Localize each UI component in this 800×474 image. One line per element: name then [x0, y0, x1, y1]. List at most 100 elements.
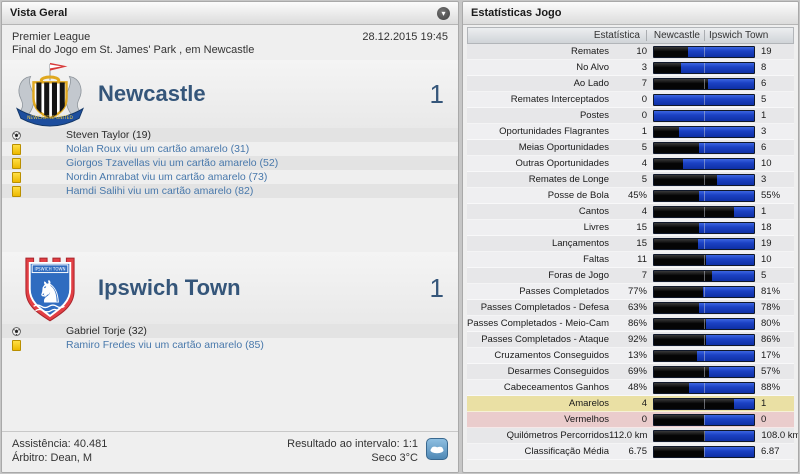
stats-body: Estatística Newcastle Ipswich Town Remat…	[463, 25, 798, 472]
overview-panel-header: Vista Geral ▾	[2, 2, 458, 25]
stat-value-away: 10	[761, 158, 772, 169]
event-icon	[12, 157, 24, 169]
home-bar-segment	[654, 414, 704, 425]
bar-midline	[704, 286, 705, 297]
stat-label: Passes Completados - Meio-Campo	[467, 318, 609, 329]
bar-midline	[704, 46, 705, 57]
home-bar-segment	[654, 190, 699, 201]
stat-row: Oportunidades Flagrantes 1 3	[467, 124, 794, 140]
halftime-result-text: Resultado ao intervalo: 1:1	[287, 438, 418, 450]
event-icon	[12, 171, 24, 183]
stat-row: Passes Completados - Meio-Campo 86% 80%	[467, 316, 794, 332]
stat-label: Outras Oportunidades	[515, 158, 609, 169]
stat-label: Postes	[579, 110, 609, 121]
stat-value-home: 7	[641, 78, 647, 89]
event-row[interactable]: Steven Taylor (19)	[2, 128, 458, 142]
home-bar-segment	[654, 222, 700, 233]
bar-midline	[704, 190, 705, 201]
goal-icon	[12, 326, 21, 336]
event-text: Nordin Amrabat viu um cartão amarelo (73…	[66, 171, 268, 183]
stat-comparison-bar	[653, 413, 755, 426]
column-header-ipswich: Ipswich Town	[704, 30, 793, 41]
stat-label: Posse de Bola	[547, 190, 609, 201]
event-text: Hamdi Salihi viu um cartão amarelo (82)	[66, 185, 254, 197]
stat-value-away: 1	[761, 110, 767, 121]
stat-comparison-bar	[653, 301, 755, 314]
event-row[interactable]: Nolan Roux viu um cartão amarelo (31)	[2, 142, 458, 156]
panel-options-button[interactable]: ▾	[437, 6, 450, 20]
stat-value-away: 55%	[761, 190, 781, 201]
event-icon	[12, 326, 24, 336]
stats-panel-header: Estatísticas Jogo	[463, 2, 798, 25]
stat-comparison-bar	[653, 285, 755, 298]
stat-row: Foras de Jogo 7 5	[467, 268, 794, 284]
event-icon	[12, 130, 24, 140]
yellow-card-icon	[12, 339, 21, 351]
home-bar-segment	[654, 206, 734, 217]
stat-label: Desarmes Conseguidos	[507, 366, 609, 377]
stat-value-home: 6.75	[628, 446, 648, 457]
home-bar-segment	[654, 62, 682, 73]
overview-panel-title: Vista Geral	[10, 7, 68, 19]
ipswich-crest: IPSWICH TOWN ♞	[2, 252, 98, 324]
stat-value-home: 48%	[627, 382, 647, 393]
event-row[interactable]: Ramiro Fredes viu um cartão amarelo (85)	[2, 338, 458, 352]
stat-value-away: 19	[761, 238, 772, 249]
stat-value-away: 3	[761, 126, 767, 137]
stat-row: Postes 0 1	[467, 108, 794, 124]
match-footer: Assistência: 40.481 Árbitro: Dean, M Res…	[2, 431, 458, 472]
stat-comparison-bar	[653, 189, 755, 202]
bar-midline	[704, 254, 705, 265]
stat-label: No Alvo	[576, 62, 609, 73]
newcastle-crest-banner-text: NEWCASTLE UNITED	[27, 115, 73, 121]
event-row[interactable]: Nordin Amrabat viu um cartão amarelo (73…	[2, 170, 458, 184]
home-bar-segment	[654, 254, 707, 265]
weather-text: Seco 3°C	[371, 452, 418, 464]
stat-value-away: 86%	[761, 334, 781, 345]
bar-midline	[704, 302, 705, 313]
away-team-block: IPSWICH TOWN ♞ Ipswich Town 1	[2, 252, 458, 324]
goal-icon	[12, 130, 21, 140]
stat-comparison-bar	[653, 61, 755, 74]
event-row[interactable]: Giorgos Tzavellas viu um cartão amarelo …	[2, 156, 458, 170]
stat-value-home: 4	[641, 398, 647, 409]
home-team-name[interactable]: Newcastle	[98, 81, 206, 106]
stat-comparison-bar	[653, 173, 755, 186]
stat-comparison-bar	[653, 157, 755, 170]
bar-midline	[704, 174, 705, 185]
home-bar-segment	[654, 270, 713, 281]
stat-value-home: 86%	[627, 318, 647, 329]
stat-row: Ao Lado 7 6	[467, 76, 794, 92]
stat-label: Meias Oportunidades	[518, 142, 609, 153]
column-header-newcastle: Newcastle	[646, 30, 704, 41]
stat-label: Passes Completados - Defesa	[480, 302, 609, 313]
away-team-name[interactable]: Ipswich Town	[98, 275, 241, 300]
stat-row: Meias Oportunidades 5 6	[467, 140, 794, 156]
yellow-card-icon	[12, 157, 21, 169]
stat-row: Remates Interceptados 0 5	[467, 92, 794, 108]
bar-midline	[704, 126, 705, 137]
stat-row: No Alvo 3 8	[467, 60, 794, 76]
event-row[interactable]: Gabriel Torje (32)	[2, 324, 458, 338]
home-team-events: Steven Taylor (19) Nolan Roux viu um car…	[2, 128, 458, 198]
stat-value-home: 15	[636, 222, 647, 233]
bar-midline	[704, 398, 705, 409]
stat-row: Posse de Bola 45% 55%	[467, 188, 794, 204]
stat-value-home: 112.0 km	[609, 430, 648, 441]
stat-value-away: 80%	[761, 318, 781, 329]
stat-label: Cruzamentos Conseguidos	[494, 350, 609, 361]
footer-left: Assistência: 40.481 Árbitro: Dean, M	[12, 437, 107, 465]
stat-comparison-bar	[653, 445, 755, 458]
stat-value-away: 6	[761, 78, 767, 89]
bar-midline	[704, 430, 706, 441]
bar-midline	[704, 238, 705, 249]
stat-value-away: 57%	[761, 366, 781, 377]
stat-value-home: 4	[641, 206, 647, 217]
home-bar-segment	[654, 142, 700, 153]
stat-comparison-bar	[653, 45, 755, 58]
stat-value-home: 5	[641, 174, 647, 185]
event-text: Nolan Roux viu um cartão amarelo (31)	[66, 143, 250, 155]
competition-name: Premier League	[12, 31, 91, 43]
stat-row: Passes Completados - Ataque 92% 86%	[467, 332, 794, 348]
event-row[interactable]: Hamdi Salihi viu um cartão amarelo (82)	[2, 184, 458, 198]
